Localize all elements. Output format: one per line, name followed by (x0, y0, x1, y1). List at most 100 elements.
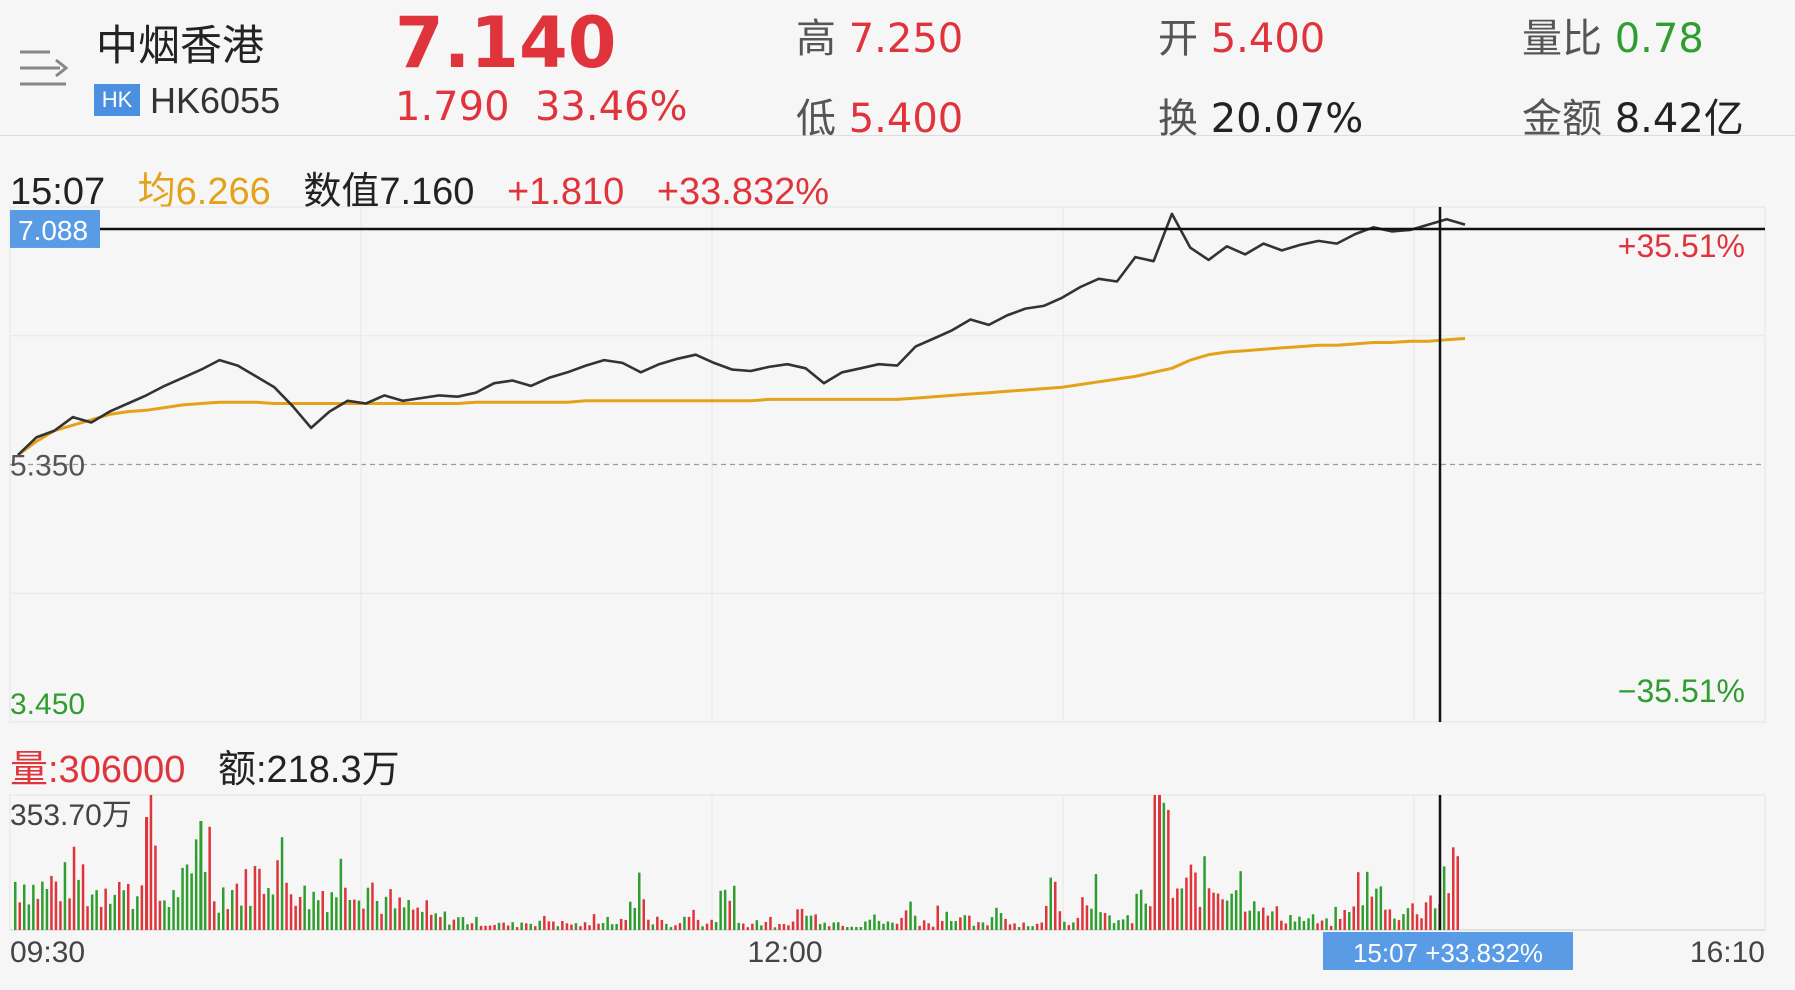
volume-bar-314 (1433, 908, 1437, 930)
volume-bar-161 (742, 923, 745, 930)
volume-bar-94 (439, 917, 442, 930)
volume-bar-287 (1311, 914, 1315, 930)
volume-bar-190 (873, 914, 876, 930)
volume-bar-151 (696, 919, 700, 930)
volume-bar-97 (452, 919, 456, 930)
current-price: 7.140 (395, 2, 617, 84)
volume-bar-44 (213, 901, 216, 930)
volume-bar-164 (755, 920, 759, 930)
volume-bar-47 (226, 909, 229, 930)
volume-bar-67 (317, 900, 320, 930)
crosshair-value: 数值7.160 (303, 171, 475, 213)
volume-bar-306 (1397, 920, 1401, 930)
volume-bar-109 (506, 925, 510, 930)
volume-bar-96 (448, 924, 451, 930)
volume-bar-18 (95, 890, 98, 930)
volume-bar-244 (1117, 920, 1120, 930)
volume-bar-305 (1393, 918, 1396, 930)
volume-bar-176 (809, 915, 813, 930)
volume-bar-25 (127, 884, 130, 930)
volume-value: 量:306000 (10, 749, 186, 791)
volume-bar-17 (90, 894, 94, 930)
volume-bars (14, 795, 1459, 930)
volume-bar-193 (886, 921, 890, 930)
volume-bar-207 (950, 921, 953, 930)
low-stat: 低 5.400 (796, 96, 964, 142)
volume-bar-75 (353, 899, 356, 930)
volume-bar-124 (574, 923, 578, 930)
volume-bar-251 (1149, 906, 1152, 930)
volume-bar-55 (262, 893, 266, 930)
volume-bar-175 (805, 915, 808, 930)
volume-bar-235 (1076, 917, 1080, 930)
volume-bar-83 (389, 889, 392, 930)
volume-bar-19 (99, 906, 103, 930)
volume-bar-290 (1325, 918, 1328, 930)
volume-bar-160 (737, 922, 740, 930)
volume-bar-181 (832, 922, 835, 930)
volume-bar-240 (1099, 912, 1102, 930)
volume-ratio-stat: 量比 0.78 (1522, 16, 1704, 62)
volume-bar-188 (864, 921, 867, 930)
volume-bar-250 (1144, 903, 1147, 930)
volume-bar-275 (1257, 911, 1260, 930)
volume-bar-peak-3 (199, 821, 203, 930)
open-stat: 开 5.400 (1158, 16, 1326, 62)
volume-bar-296 (1352, 906, 1355, 930)
volume-info: 量:306000 额:218.3万 (10, 738, 400, 793)
volume-bar-69 (326, 912, 329, 930)
volume-bar-154 (710, 919, 713, 930)
price-change: 1.790 33.46% (395, 84, 687, 130)
volume-bar-62 (294, 905, 297, 930)
volume-bar-107 (497, 922, 501, 930)
avg-line-group (17, 337, 1466, 457)
volume-bar-200 (918, 925, 921, 930)
volume-bar-92 (430, 914, 433, 930)
volume-bar-213 (977, 922, 980, 930)
volume-bar-48 (231, 890, 234, 930)
axis-labels: 7.088 5.350 3.450 +35.51% −35.51% 353.70万 09:3… (10, 209, 1765, 970)
volume-bar-300 (1370, 896, 1374, 930)
volume-bar-226 (1035, 923, 1039, 930)
volume-bar-40 (194, 839, 198, 930)
volume-bar-60 (285, 882, 288, 930)
volume-bar-77 (362, 908, 365, 930)
volume-bar-171 (787, 925, 790, 930)
volume-bar-146 (674, 925, 677, 930)
y-label-mid: 5.350 (10, 450, 85, 483)
volume-bar-125 (579, 926, 582, 930)
volume-bar-299 (1366, 871, 1369, 930)
volume-bar-23 (118, 882, 121, 930)
volume-bar-73 (344, 887, 347, 930)
volume-bar-95 (443, 911, 447, 930)
volume-bar-249 (1139, 889, 1143, 930)
volume-bar-192 (882, 923, 885, 930)
menu-icon[interactable] (20, 48, 68, 88)
volume-bar-184 (846, 927, 849, 930)
volume-bar-297 (1357, 872, 1360, 930)
volume-bar-38 (185, 864, 189, 930)
volume-bar-144 (665, 923, 668, 930)
volume-bar-115 (534, 926, 537, 930)
volume-bar-241 (1103, 913, 1107, 930)
volume-bar-93 (434, 913, 437, 930)
volume-bar-0 (14, 881, 17, 930)
volume-bar-11 (63, 862, 67, 930)
x-crosshair-label-bg (1323, 932, 1573, 970)
crosshair-info: 15:07 均6.266 数值7.160 +1.810 +33.832% (10, 160, 851, 215)
volume-bar-284 (1298, 916, 1301, 930)
volume-bar-238 (1090, 908, 1093, 930)
amount-stat: 金额 8.42亿 (1522, 96, 1744, 142)
volume-bar-236 (1081, 897, 1084, 930)
volume-bar-195 (895, 923, 899, 930)
y-crosshair-label-bg (10, 209, 100, 248)
volume-bar-13 (72, 846, 76, 930)
volume-bar-214 (981, 922, 985, 930)
price-line-group (17, 212, 1466, 456)
volume-bar-307 (1402, 914, 1405, 930)
volume-bar-52 (249, 905, 252, 930)
volume-bar-74 (348, 900, 352, 930)
volume-bar-201 (922, 920, 926, 930)
volume-bar-280 (1280, 920, 1283, 930)
